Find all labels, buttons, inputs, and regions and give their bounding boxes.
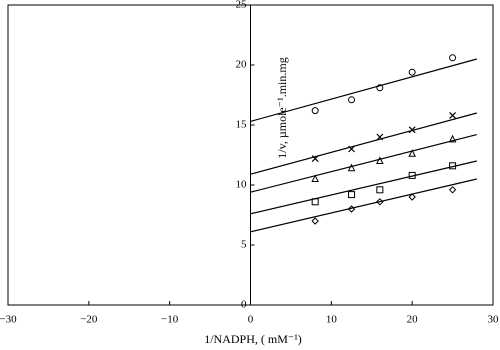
data-point [449,54,457,62]
data-point [448,186,457,194]
x-tick-label: −30 [0,314,17,326]
data-point [449,162,457,170]
data-point [348,96,356,104]
fit-line [250,178,477,233]
data-point [311,198,319,206]
data-point [449,111,457,119]
y-tick-label: 10 [236,179,248,191]
data-point [448,134,457,143]
x-axis-title: 1/NADPH, ( mM⁻¹) [204,332,302,346]
data-point [347,163,356,172]
data-point [347,205,356,213]
y-tick-label: 20 [236,59,248,71]
data-point [408,193,416,201]
data-point [408,126,416,134]
y-axis-title: 1/v, µmole⁻¹.min.mg [275,57,289,158]
data-point [311,107,319,115]
fit-line [250,134,477,193]
x-tick-label: 20 [407,314,419,326]
y-tick-label: 25 [236,0,248,11]
fit-line [250,112,477,175]
y-tick-label: 5 [241,239,247,251]
fit-line [250,160,477,215]
fit-line [250,58,477,122]
y-tick-label: 0 [241,299,247,311]
data-point [376,198,384,206]
data-point [348,145,355,153]
x-tick-label: −10 [161,314,179,326]
x-tick-label: 0 [248,314,254,326]
data-point [311,155,319,163]
data-point [408,68,416,76]
x-tick-label: −20 [80,314,98,326]
x-tick-label: 30 [488,314,500,326]
data-point [408,149,416,157]
x-tick-label: 10 [326,314,338,326]
y-tick-label: 15 [236,119,248,131]
data-point [376,156,384,164]
data-point [311,217,319,225]
data-point [348,191,356,199]
data-point [376,84,384,92]
data-point [376,186,384,194]
data-point [408,171,416,179]
data-point [311,174,319,182]
data-point [376,133,384,141]
